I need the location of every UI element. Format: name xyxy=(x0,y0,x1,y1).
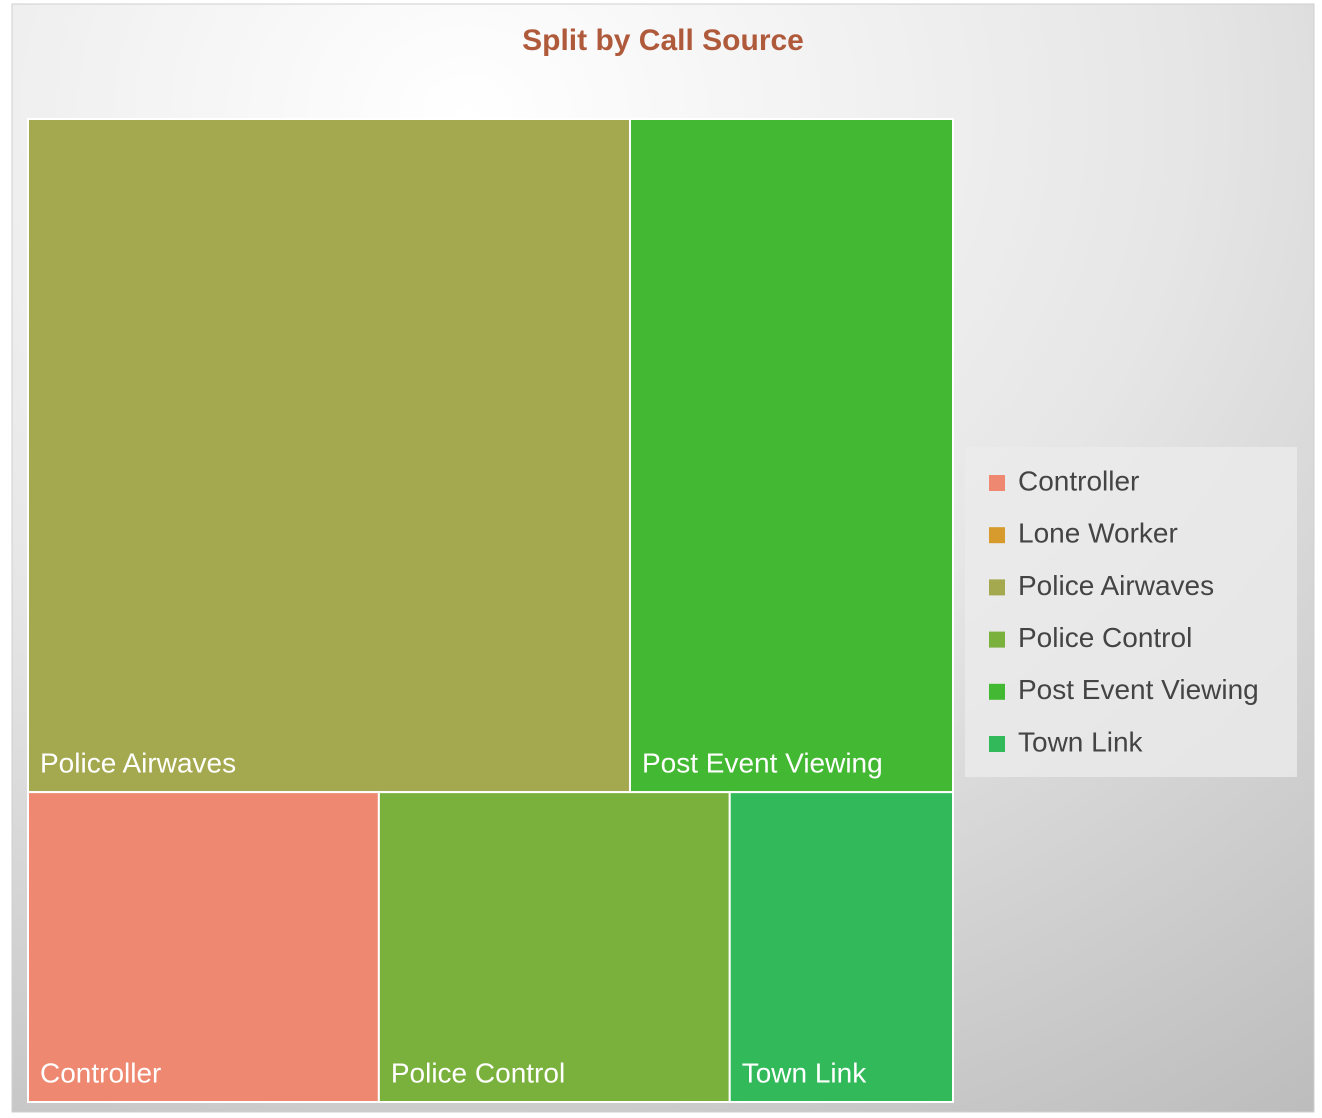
legend-swatch xyxy=(989,631,1005,648)
legend-swatch xyxy=(989,683,1005,700)
legend-swatch xyxy=(989,475,1005,491)
legend-box xyxy=(965,447,1297,777)
treemap-tile xyxy=(27,118,631,794)
treemap-tile xyxy=(27,791,380,1103)
legend-swatch xyxy=(989,736,1005,752)
tile-label: Town Link xyxy=(742,1057,868,1088)
legend-label: Controller xyxy=(1018,465,1139,496)
legend: Controller Lone Worker Police Airwaves Poli… xyxy=(989,465,1259,757)
legend-label: Police Airwaves xyxy=(1018,570,1214,601)
chart-title: Split by Call Source xyxy=(522,24,804,57)
tile-label: Police Control xyxy=(391,1057,565,1088)
legend-label: Town Link xyxy=(1018,726,1144,757)
treemap-tile xyxy=(377,791,731,1103)
tile-label: Controller xyxy=(40,1057,161,1088)
tile-label: Police Airwaves xyxy=(40,748,236,779)
treemap-tile xyxy=(728,791,954,1103)
legend-label: Police Control xyxy=(1018,622,1192,653)
legend-label: Post Event Viewing xyxy=(1018,674,1259,705)
plot-area: Police Airwaves Post Event Viewing Control… xyxy=(27,118,954,1103)
tile-label: Post Event Viewing xyxy=(642,748,883,779)
legend-label: Lone Worker xyxy=(1018,518,1178,549)
legend-swatch xyxy=(989,579,1005,596)
treemap-tile xyxy=(628,118,954,794)
legend-swatch xyxy=(989,527,1005,544)
